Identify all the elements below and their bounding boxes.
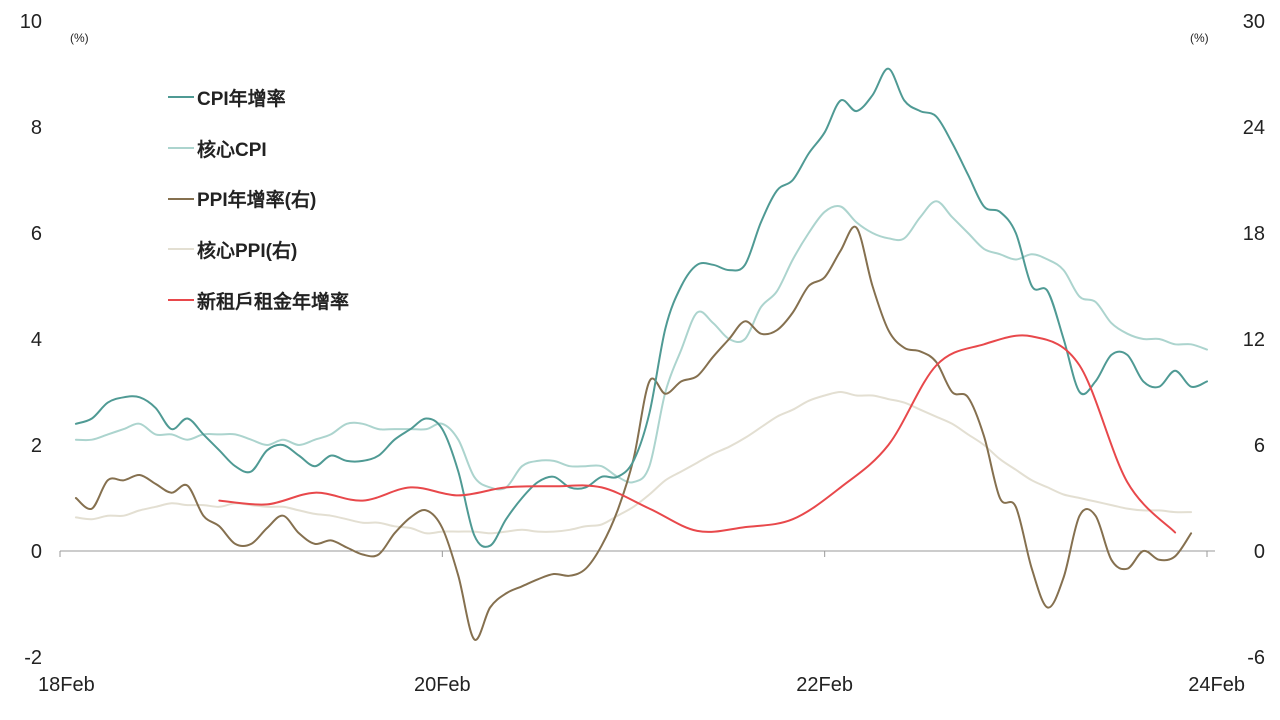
left-tick-label: 0 <box>31 541 42 563</box>
series-line-new-tenant-rent <box>218 334 1177 534</box>
x-tick-label: 20Feb <box>414 674 471 696</box>
x-tick-label: 22Feb <box>796 674 853 696</box>
series-line-cpi <box>74 67 1208 548</box>
legend-item-cpi: CPI年增率 <box>168 72 349 123</box>
legend-label-core-ppi: 核心PPI(右) <box>197 240 298 262</box>
series-lines <box>74 67 1208 641</box>
x-axis-ticks: 18Feb 20Feb 22Feb 24Feb <box>38 674 1245 696</box>
legend-item-core-cpi: 核心CPI <box>168 123 349 174</box>
legend-label-ppi: PPI年增率(右) <box>197 190 317 212</box>
right-tick-label: 0 <box>1254 541 1265 563</box>
series-line-core-cpi <box>74 200 1208 491</box>
legend-label-new-tenant-rent: 新租戶租金年增率 <box>197 291 350 313</box>
left-axis-unit-label: (%) <box>70 31 89 45</box>
x-tick-label: 24Feb <box>1188 674 1245 696</box>
right-axis-unit-label: (%) <box>1190 31 1209 45</box>
legend-swatch-cpi <box>168 96 194 99</box>
x-tick-label: 18Feb <box>38 674 95 696</box>
left-tick-label: 6 <box>31 223 42 245</box>
legend-swatch-ppi <box>168 197 194 200</box>
legend-swatch-core-cpi <box>168 147 194 150</box>
left-y-axis: (%) <box>70 31 89 45</box>
x-axis <box>59 550 1215 557</box>
legend-label-cpi: CPI年增率 <box>197 88 286 110</box>
right-axis-ticks: 30 24 18 12 6 0 -6 <box>1243 11 1265 669</box>
legend-swatch-new-tenant-rent <box>168 299 194 302</box>
left-axis-ticks: 10 8 6 4 2 0 -2 <box>20 11 42 669</box>
left-tick-label: 8 <box>31 117 42 139</box>
right-tick-label: 24 <box>1243 117 1265 139</box>
left-tick-label: -2 <box>24 647 42 669</box>
legend: CPI年增率 核心CPI PPI年增率(右) 核心PPI(右) 新租戶租金年增率 <box>168 72 349 325</box>
right-tick-label: -6 <box>1247 647 1265 669</box>
left-tick-label: 2 <box>31 435 42 457</box>
left-tick-label: 4 <box>31 329 42 351</box>
legend-swatch-core-ppi <box>168 248 194 251</box>
legend-label-core-cpi: 核心CPI <box>197 139 267 161</box>
series-line-core-ppi <box>74 391 1193 535</box>
legend-item-core-ppi: 核心PPI(右) <box>168 224 349 275</box>
series-line-ppi <box>74 225 1193 641</box>
left-tick-label: 10 <box>20 11 42 33</box>
right-y-axis: (%) <box>1190 31 1209 45</box>
right-tick-label: 6 <box>1254 435 1265 457</box>
legend-item-ppi: PPI年增率(右) <box>168 173 349 224</box>
legend-item-new-tenant-rent: 新租戶租金年增率 <box>168 275 349 326</box>
right-tick-label: 12 <box>1243 329 1265 351</box>
right-tick-label: 30 <box>1243 11 1265 33</box>
right-tick-label: 18 <box>1243 223 1265 245</box>
